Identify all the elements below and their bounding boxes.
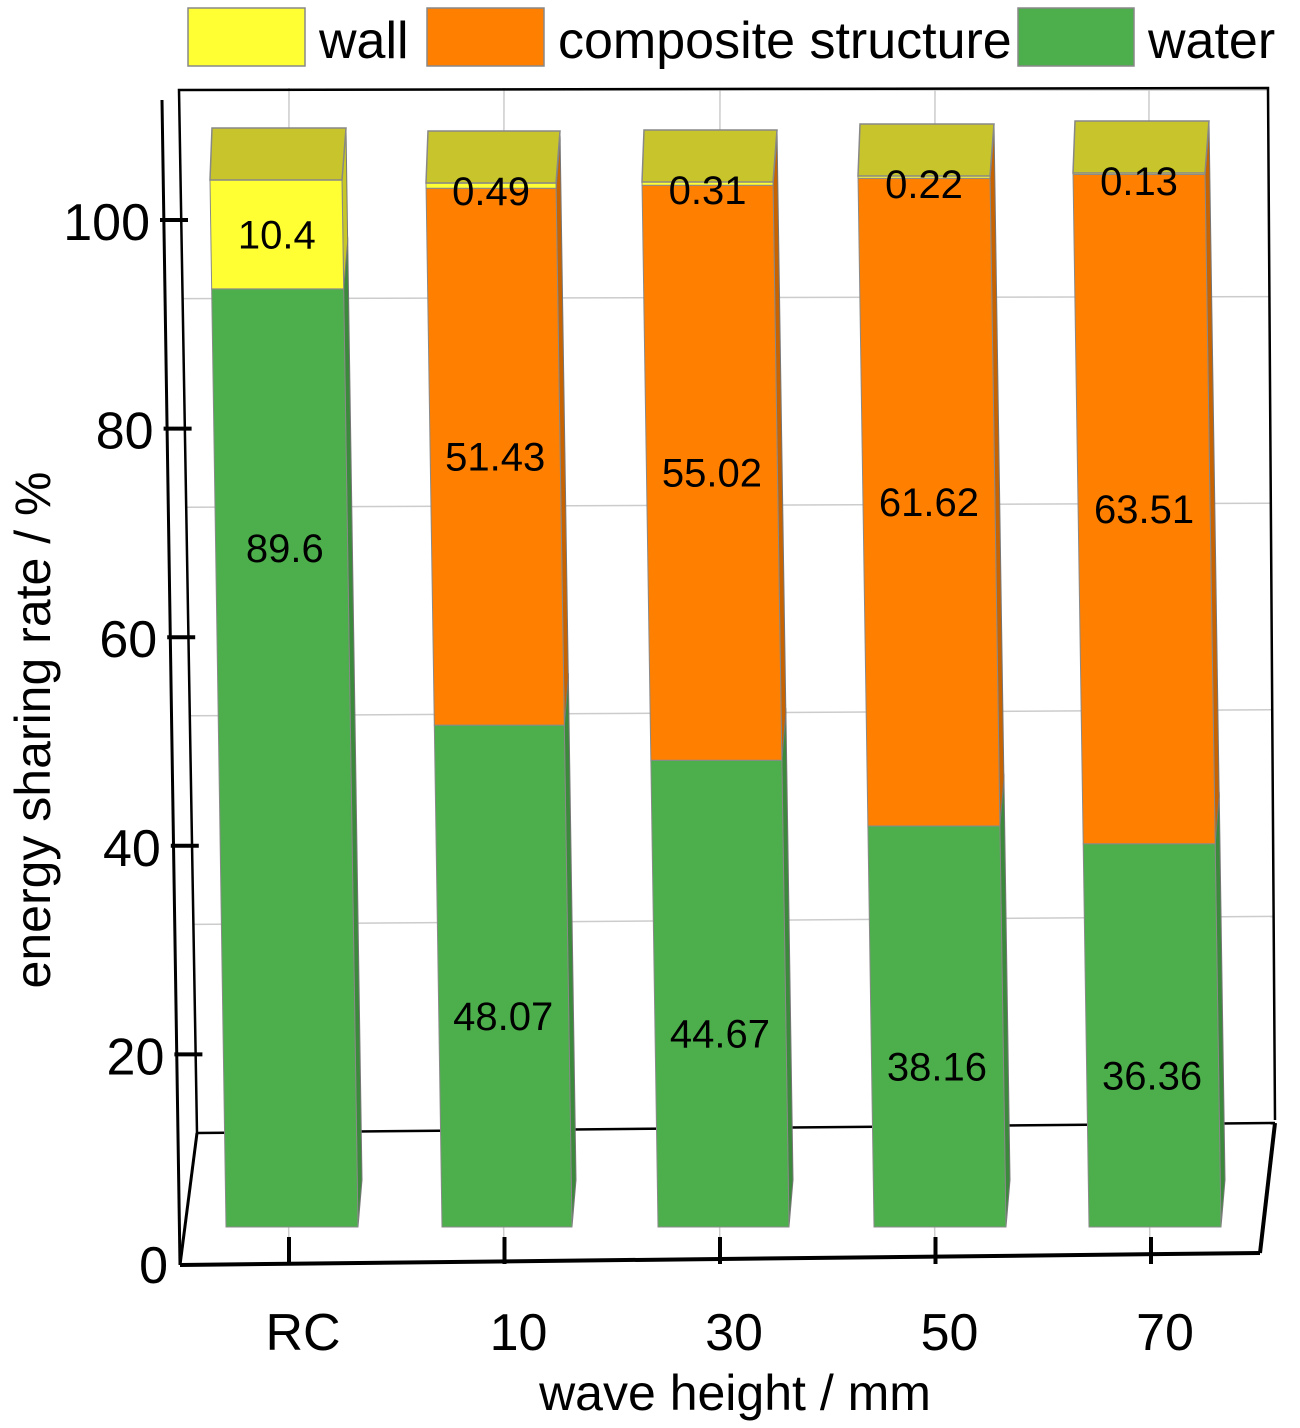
legend-label: wall [318,12,409,70]
bar-stack-30 [641,129,794,1228]
bars [209,120,1226,1228]
data-label: 48.07 [453,995,553,1039]
legend-item-wall: wall [187,7,409,70]
legend-item-water: water [1017,7,1275,70]
data-label: 0.49 [452,170,530,214]
y-tick-label: 80 [96,403,154,461]
floor-right-edge [1258,1122,1277,1254]
bar-stack-RC [209,127,363,1228]
legend-item-composite-structure: composite structure [426,7,1012,70]
x-tick-label: 10 [490,1304,548,1362]
data-label: 51.43 [445,436,545,480]
data-label: 63.51 [1094,488,1194,532]
data-label: 10.4 [238,213,316,257]
bar-top-cap [209,127,347,181]
x-tick-label: 70 [1136,1304,1194,1362]
x-tick-label: 30 [705,1304,763,1362]
data-label: 89.6 [246,527,324,571]
y-tick-label: 100 [63,194,150,252]
bar-top-cap [425,130,561,184]
legend-label: water [1147,12,1275,70]
legend: wall composite structure water [187,7,1275,70]
y-tick-label: 0 [139,1237,168,1295]
bar-top-cap [857,123,995,177]
bar-stack-50 [857,123,1011,1228]
legend-swatch [426,7,545,67]
x-tick-label: RC [265,1304,340,1362]
data-label: 61.62 [879,481,979,525]
y-axis-title: energy sharing rate / % [5,472,61,989]
data-label: 38.16 [887,1045,987,1089]
data-labels: 89.6 10.4 48.07 51.43 0.49 44.67 55.02 0.31 38.1… [238,160,1202,1098]
data-label: 55.02 [662,452,762,496]
y-axis-line [160,99,182,1266]
x-axis-title: wave height / mm [538,1365,931,1421]
data-label: 0.13 [1100,160,1178,204]
y-tick-label: 40 [103,820,161,878]
legend-swatch [1017,7,1135,67]
data-label: 0.22 [885,163,963,207]
bar-top-cap [641,129,778,183]
y-tick-label: 20 [107,1028,165,1086]
data-label: 36.36 [1102,1054,1202,1098]
bar-top-cap [1072,120,1210,174]
back-frame [177,86,1277,1134]
bar-segment-water [433,724,573,1228]
legend-swatch [187,7,306,67]
legend-label: composite structure [558,12,1012,70]
bar-segment-water [211,288,359,1228]
bar-stack-70 [1072,120,1226,1228]
data-label: 0.31 [669,169,747,213]
data-label: 44.67 [670,1013,770,1057]
y-tick-label: 60 [99,611,157,669]
x-tick-label: 50 [921,1304,979,1362]
floor-left-edge [178,1132,199,1266]
tick-labels: 0 20 40 60 80 100 RC 10 30 50 70 [63,194,1194,1362]
bar-stack-10 [425,130,577,1228]
bar-segment-water [867,825,1007,1228]
bar-segment-water [1082,843,1222,1228]
bar-segment-water [650,759,790,1228]
